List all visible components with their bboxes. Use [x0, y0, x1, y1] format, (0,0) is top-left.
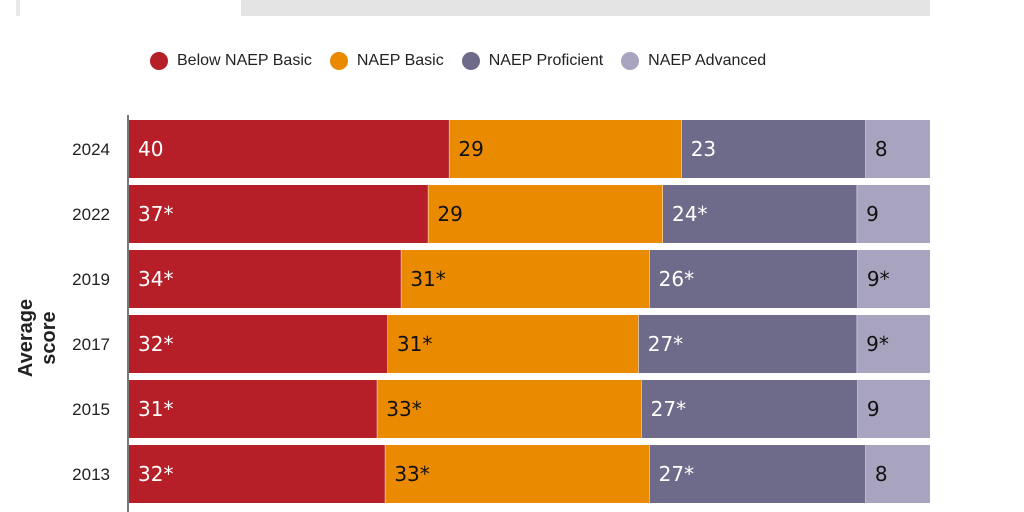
bar-segment — [857, 315, 930, 373]
y-tick-label: 2013 — [72, 465, 110, 484]
bar-segment — [857, 250, 930, 308]
data-label: 32* — [138, 462, 173, 486]
bar-segment — [681, 120, 866, 178]
bar-segment — [641, 380, 858, 438]
top-banner — [241, 0, 930, 16]
data-label: 34* — [138, 267, 173, 291]
bar-segment — [857, 380, 930, 438]
legend-swatch — [150, 52, 168, 70]
data-label: 33* — [394, 462, 429, 486]
data-label: 29 — [437, 202, 462, 226]
legend-item: Below NAEP Basic — [150, 52, 312, 70]
data-label: 27* — [651, 397, 686, 421]
bar-segment — [129, 380, 378, 438]
y-tick-label: 2017 — [72, 335, 110, 354]
data-label: 9* — [866, 332, 889, 356]
legend-swatch — [329, 52, 348, 70]
data-label: 26* — [659, 267, 694, 291]
data-label: 9 — [866, 202, 879, 226]
y-axis-line — [127, 115, 129, 512]
y-tick-label: 2024 — [72, 140, 110, 159]
data-label: 37* — [138, 202, 173, 226]
data-label: 8 — [875, 462, 888, 486]
data-label: 40 — [138, 137, 163, 161]
legend-label: NAEP Proficient — [488, 52, 604, 69]
y-tick-label: 2019 — [72, 270, 110, 289]
legend-swatch — [621, 52, 640, 70]
legend-item: NAEP Advanced — [621, 52, 766, 70]
bar-segment — [129, 445, 386, 503]
data-label: 27* — [648, 332, 683, 356]
data-label: 9 — [867, 397, 880, 421]
legend-label: NAEP Basic — [356, 52, 444, 69]
data-label: 31* — [397, 332, 432, 356]
bar-segment — [129, 315, 388, 373]
bar-segment — [649, 250, 858, 308]
bar-segment — [129, 120, 450, 178]
legend-label: Below NAEP Basic — [177, 52, 312, 69]
data-label: 31* — [138, 397, 173, 421]
bar-segment — [449, 120, 682, 178]
bar-segment — [638, 315, 858, 373]
legend: Below NAEP Basic NAEP Basic NAEP Proficien… — [150, 52, 784, 70]
bar-segment — [387, 315, 639, 373]
bar-segment — [129, 185, 429, 243]
bar-segment — [649, 445, 866, 503]
legend-item: NAEP Basic — [329, 52, 444, 70]
data-label: 29 — [458, 137, 483, 161]
bar-segment — [385, 445, 650, 503]
bar-segment — [129, 250, 402, 308]
data-label: 24* — [672, 202, 707, 226]
data-label: 27* — [659, 462, 694, 486]
bar-segment — [428, 185, 663, 243]
y-tick-label: 2022 — [72, 205, 110, 224]
legend-swatch — [461, 52, 480, 70]
bar-segment — [865, 120, 930, 178]
data-label: 23 — [691, 137, 716, 161]
bar-segment — [401, 250, 650, 308]
data-label: 33* — [386, 397, 421, 421]
top-divider — [16, 0, 20, 16]
bar-segment — [377, 380, 642, 438]
y-tick-label: 2015 — [72, 400, 110, 419]
data-label: 31* — [410, 267, 445, 291]
bar-segment — [857, 185, 930, 243]
bar-segment — [865, 445, 930, 503]
legend-label: NAEP Advanced — [648, 52, 767, 69]
bar-segment — [663, 185, 858, 243]
legend-item: NAEP Proficient — [461, 52, 604, 70]
data-label: 9* — [867, 267, 890, 291]
data-label: 32* — [138, 332, 173, 356]
data-label: 8 — [875, 137, 888, 161]
